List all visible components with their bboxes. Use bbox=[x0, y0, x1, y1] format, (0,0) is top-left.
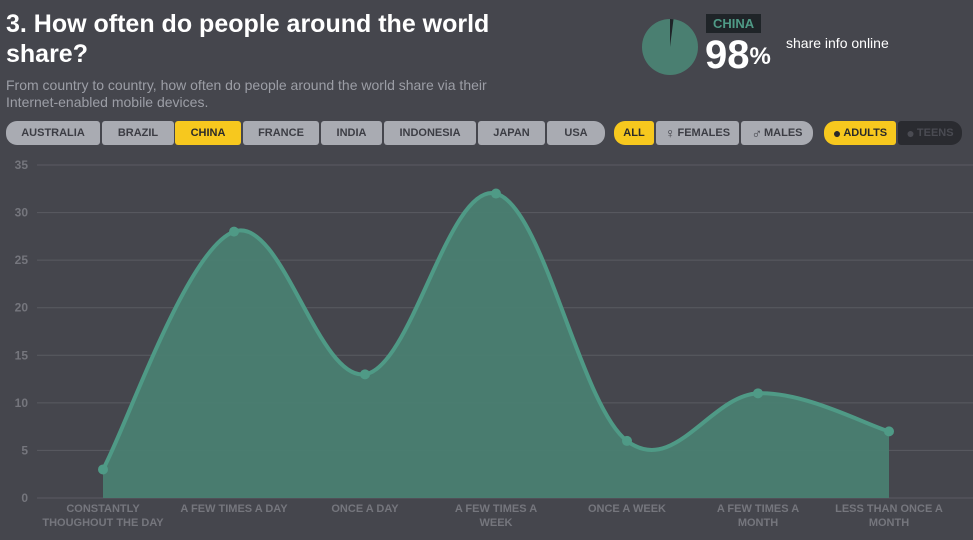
share-value: 98 bbox=[705, 33, 750, 77]
age-button-teens[interactable]: ● TEENS bbox=[898, 121, 962, 145]
pie-rest-slice bbox=[670, 19, 674, 47]
x-tick-label: A FEW TIMES A DAY bbox=[180, 503, 288, 515]
data-point bbox=[229, 226, 239, 237]
country-button-brazil[interactable]: BRAZIL bbox=[102, 121, 174, 145]
x-tick-label: LESS THAN ONCE A MONTH bbox=[835, 503, 943, 529]
country-button-indonesia[interactable]: INDONESIA bbox=[384, 121, 476, 145]
share-percentage: 98% bbox=[705, 32, 771, 78]
age-label-teens: TEENS bbox=[916, 127, 954, 139]
selected-country-badge: CHINA bbox=[706, 14, 762, 33]
share-pie-icon bbox=[642, 19, 698, 75]
gender-button-males[interactable]: ♂ MALES bbox=[741, 121, 813, 145]
y-tick-label: 25 bbox=[15, 253, 29, 267]
age-button-adults[interactable]: ● ADULTS bbox=[824, 121, 896, 145]
x-tick-label: A FEW TIMES A WEEK bbox=[455, 503, 537, 529]
y-tick-label: 10 bbox=[15, 396, 29, 410]
data-point bbox=[884, 426, 894, 437]
country-button-australia[interactable]: AUSTRALIA bbox=[6, 121, 100, 145]
y-tick-label: 5 bbox=[21, 443, 28, 457]
country-button-japan[interactable]: JAPAN bbox=[478, 121, 545, 145]
frequency-area-chart: 0 5 10 15 20 25 30 35 CONSTANTLY THOUGHOUT THE DA… bbox=[15, 158, 973, 529]
gender-button-all[interactable]: ALL bbox=[614, 121, 654, 145]
page-subtitle: From country to country, how often do pe… bbox=[6, 77, 487, 110]
country-button-usa[interactable]: USA bbox=[547, 121, 605, 145]
y-tick-label: 20 bbox=[15, 301, 29, 315]
data-point bbox=[622, 435, 632, 446]
x-tick-label: ONCE A DAY bbox=[331, 503, 399, 515]
country-button-france[interactable]: FRANCE bbox=[243, 121, 319, 145]
y-tick-label: 30 bbox=[15, 206, 29, 220]
gender-label-females: FEMALES bbox=[677, 127, 731, 139]
age-label-adults: ADULTS bbox=[843, 127, 888, 139]
male-icon: ♂ bbox=[751, 125, 763, 142]
y-tick-label: 15 bbox=[15, 348, 29, 362]
x-tick-label: CONSTANTLY THOUGHOUT THE DAY bbox=[42, 503, 164, 529]
country-button-india[interactable]: INDIA bbox=[321, 121, 382, 145]
series-area bbox=[103, 192, 889, 499]
female-icon: ♀ bbox=[664, 125, 676, 142]
country-button-china[interactable]: CHINA bbox=[175, 121, 241, 145]
x-tick-label: ONCE A WEEK bbox=[588, 503, 666, 515]
y-tick-label: 0 bbox=[21, 491, 28, 505]
data-point bbox=[491, 188, 501, 199]
adult-person-icon: ● bbox=[832, 125, 842, 142]
data-point bbox=[753, 388, 763, 399]
data-point bbox=[360, 369, 370, 380]
gender-button-females[interactable]: ♀ FEMALES bbox=[656, 121, 739, 145]
data-point bbox=[98, 464, 108, 475]
page-title: 3. How often do people around the world … bbox=[6, 10, 490, 68]
y-tick-label: 35 bbox=[15, 158, 29, 172]
teen-person-icon: ● bbox=[906, 125, 915, 142]
share-unit: % bbox=[749, 43, 771, 70]
x-tick-label: A FEW TIMES A MONTH bbox=[717, 503, 799, 529]
share-label: share info online bbox=[786, 35, 889, 51]
gender-label-males: MALES bbox=[764, 127, 803, 139]
